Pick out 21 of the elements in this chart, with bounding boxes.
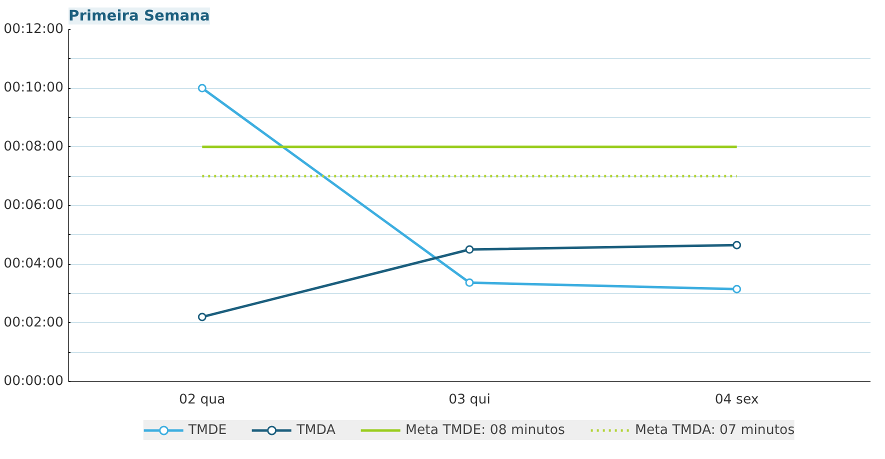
y-tick-label: 00:12:00	[4, 22, 64, 37]
x-tick-label: 04 sex	[714, 392, 759, 408]
y-tick-label: 00:06:00	[4, 198, 64, 213]
chart-title: Primeira Semana	[68, 8, 210, 24]
point	[732, 240, 742, 250]
y-tick-label: 00:10:00	[4, 80, 64, 96]
y-tick-label: 00:02:00	[4, 315, 64, 330]
point	[732, 284, 742, 294]
legend-label: Meta TMDA: 07 minutos	[634, 422, 795, 438]
y-tick-label: 00:00:00	[4, 374, 64, 389]
y-tick-label: 00:08:00	[4, 139, 64, 154]
point	[465, 245, 474, 254]
y-tick-label: 00:04:00	[4, 256, 64, 272]
legend-label: TMDE	[188, 422, 227, 438]
point	[198, 312, 206, 322]
x-tick-label: 03 qui	[448, 392, 490, 408]
legend-label: TMDA	[296, 422, 336, 438]
x-tick-label: 02 qua	[179, 392, 226, 408]
point	[465, 278, 474, 287]
legend-label: Meta TMDE: 08 minutos	[405, 422, 565, 438]
point	[198, 84, 206, 92]
